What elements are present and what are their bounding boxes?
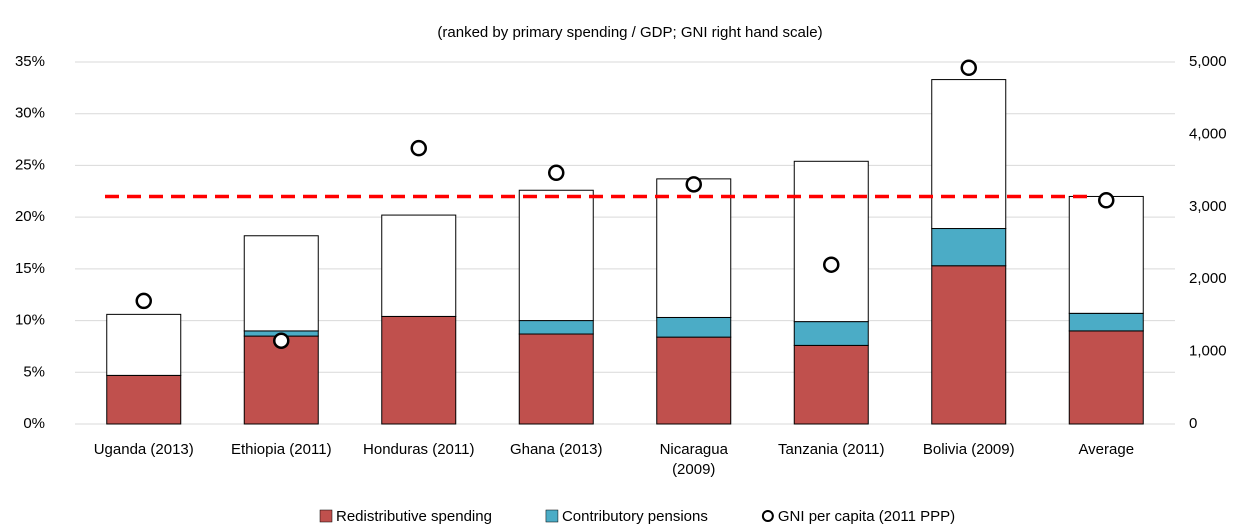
- y-tick-label: 35%: [15, 53, 45, 70]
- legend-swatch: [319, 509, 333, 523]
- y2-tick-label: 0: [1189, 415, 1197, 432]
- bar-segment: [243, 235, 319, 332]
- gni-marker: [823, 256, 840, 273]
- gni-marker: [685, 176, 702, 193]
- y-tick-label: 5%: [23, 363, 45, 380]
- y2-tick-label: 3,000: [1189, 198, 1227, 215]
- bar-segment: [1068, 330, 1144, 425]
- bar-segment: [381, 214, 457, 317]
- bar-segment: [656, 316, 732, 338]
- y2-tick-label: 4,000: [1189, 125, 1227, 142]
- bar-segment: [106, 374, 182, 425]
- gni-marker: [410, 139, 427, 157]
- y2-tick-label: 5,000: [1189, 53, 1227, 70]
- bar-segment: [793, 321, 869, 346]
- bar-segment: [518, 333, 594, 425]
- bar-segment: [518, 320, 594, 335]
- x-tick-label: Tanzania (2011): [778, 441, 885, 458]
- gni-marker: [273, 332, 290, 349]
- bar-segment: [518, 189, 594, 322]
- bar-segment: [793, 344, 869, 425]
- y-tick-label: 20%: [15, 208, 45, 225]
- bar-segment: [656, 336, 732, 425]
- bar-segment: [381, 315, 457, 425]
- y-tick-label: 15%: [15, 260, 45, 277]
- x-tick-label: Honduras (2011): [363, 441, 475, 458]
- legend-label: Contributory pensions: [562, 508, 708, 525]
- y-tick-label: 25%: [15, 156, 45, 173]
- bar-segment: [1068, 195, 1144, 314]
- gni-marker: [135, 292, 152, 310]
- gni-marker: [960, 59, 977, 77]
- x-tick-label: Uganda (2013): [93, 441, 194, 458]
- x-tick-label: Nicaragua (2009): [659, 441, 728, 478]
- y2-tick-label: 1,000: [1189, 343, 1227, 360]
- y-tick-label: 30%: [15, 105, 45, 122]
- bar-segment: [931, 228, 1007, 267]
- bar-segment: [793, 160, 869, 323]
- bar-segment: [243, 335, 319, 425]
- chart-subtitle: (ranked by primary spending / GDP; GNI r…: [437, 24, 822, 41]
- x-tick-label: Ghana (2013): [509, 441, 603, 458]
- bar-segment: [106, 313, 182, 376]
- y2-tick-label: 2,000: [1189, 270, 1227, 287]
- x-tick-label: Ethiopia (2011): [230, 441, 332, 458]
- bar-segment: [931, 79, 1007, 230]
- x-tick-label: Bolivia (2009): [922, 441, 1015, 458]
- legend-marker: [761, 510, 774, 522]
- x-tick-label: Average: [1078, 441, 1135, 458]
- legend-swatch: [545, 509, 559, 523]
- gni-marker: [1098, 192, 1115, 209]
- legend-label: Redistributive spending: [336, 508, 492, 525]
- legend-label: GNI per capita (2011 PPP): [778, 508, 955, 525]
- bar-segment: [656, 178, 732, 318]
- bar-segment: [931, 265, 1007, 425]
- bar-segment: [1068, 312, 1144, 332]
- y-tick-label: 0%: [23, 415, 45, 432]
- gni-marker: [548, 164, 565, 182]
- y-tick-label: 10%: [15, 312, 45, 329]
